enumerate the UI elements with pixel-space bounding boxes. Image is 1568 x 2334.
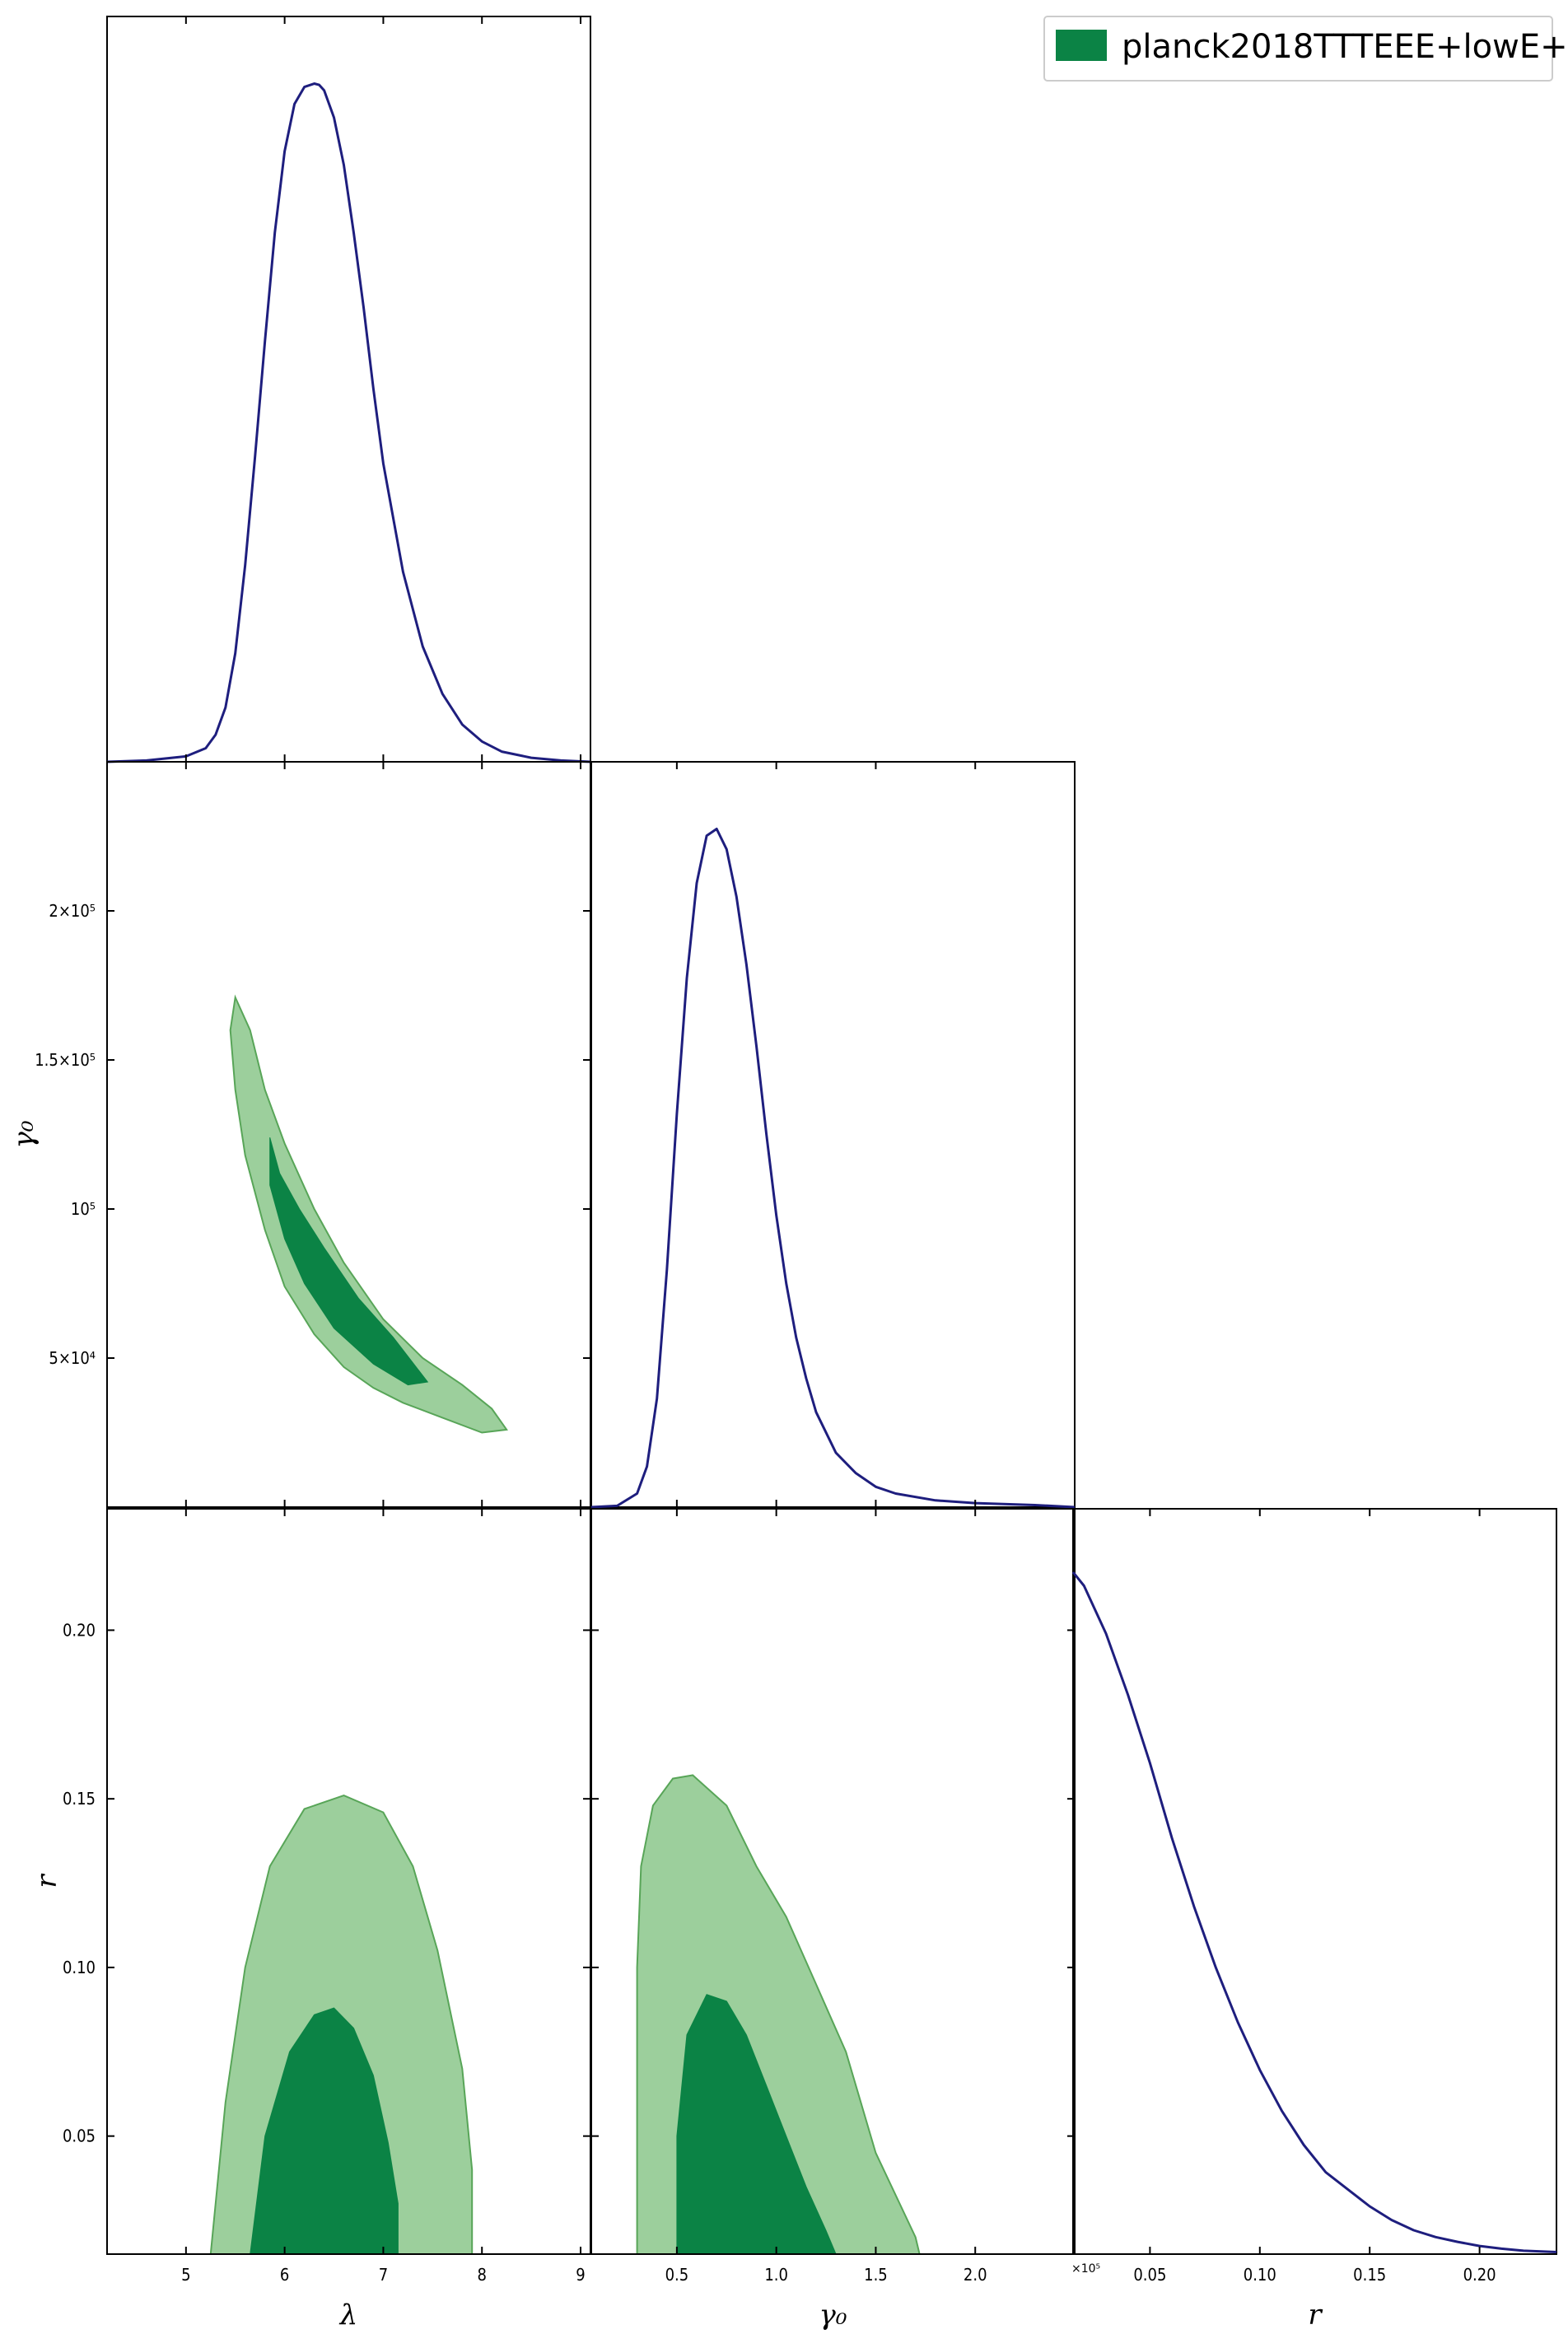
r-1d-curve [1071,1571,1557,2253]
gamma0-xaxis-label: γ₀ [819,2299,847,2332]
r-ytick-label: 0.20 [63,1620,96,1640]
r-vs-lambda-contour-68 [250,2007,399,2255]
lambda-1d-frame [106,16,591,763]
r-xtick-label: 0.15 [1353,2265,1386,2285]
gamma0-1d-frame [590,761,1076,1508]
r-xtick-label: 0.05 [1133,2265,1166,2285]
lambda-xtick-label: 5 [181,2265,190,2285]
gamma0-vs-lambda-contour-68 [269,1137,429,1386]
lambda-1d-curve [106,82,591,763]
gamma0-xtick-label: 2.0 [964,2265,987,2285]
gamma0-ytick-label: 1.5×10⁵ [35,1050,96,1070]
lambda-xtick-label: 7 [379,2265,388,2285]
r-axis-label: r [30,1874,63,1888]
gamma0-1d-curve [590,828,1076,1509]
gamma0-axis-label: γ₀ [7,1120,40,1148]
r-vs-gamma0-contour-68 [676,1994,837,2255]
r-xaxis-label: r [1308,2299,1323,2332]
lambda-xtick-label: 8 [477,2265,486,2285]
gamma0-ytick-label: 10⁵ [71,1199,96,1219]
r-1d-frame [1072,1508,1557,2255]
legend-label: planck2018TTTEEE+lowE+lensing [1122,28,1568,66]
gamma0-ytick-label: 5×10⁴ [49,1348,96,1368]
legend: planck2018TTTEEE+lowE+lensing [1043,16,1568,82]
r-vs-gamma0-frame [590,1508,1076,2255]
gamma0-vs-lambda-frame [106,761,591,1508]
lambda-axis-label: λ [338,2299,358,2332]
legend-swatch [1056,30,1107,61]
gamma0-vs-lambda-contour-95 [229,994,508,1434]
r-ytick-label: 0.10 [63,1958,96,1977]
gamma0-ytick-label: 2×10⁵ [49,901,96,921]
r-xtick-label: 0.10 [1244,2265,1276,2285]
r-ytick-label: 0.15 [63,1789,96,1809]
lambda-xtick-label: 9 [576,2265,585,2285]
gamma0-xtick-label: 1.0 [764,2265,788,2285]
r-xtick-label: 0.20 [1463,2265,1496,2285]
lambda-xtick-label: 6 [280,2265,289,2285]
gamma0-xtick-label: 1.5 [864,2265,888,2285]
gamma0-multiplier: ×10⁵ [1071,2262,1100,2276]
r-ytick-label: 0.05 [63,2126,96,2146]
legend-frame [1043,16,1553,82]
gamma0-xtick-label: 0.5 [665,2265,689,2285]
